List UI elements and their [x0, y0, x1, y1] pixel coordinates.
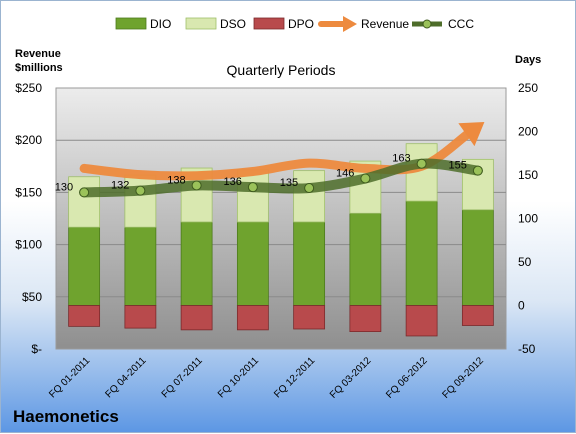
right-tick-label: 100 — [518, 212, 538, 226]
ccc-data-label: 136 — [224, 176, 242, 188]
category-label: FQ 03-2012 — [328, 355, 374, 401]
ccc-point — [472, 165, 483, 176]
right-tick-label: 50 — [518, 255, 532, 269]
dso-bar — [293, 170, 326, 223]
right-axis-title: Days — [515, 54, 541, 66]
dio-bar — [236, 221, 269, 306]
dso-bar — [236, 169, 269, 223]
category-label: FQ 01-2011 — [47, 355, 92, 400]
left-axis-title: Revenue — [15, 48, 61, 60]
ccc-point — [191, 180, 202, 191]
legend-label: DPO — [288, 17, 314, 31]
dio-bar — [180, 221, 213, 306]
category-label: FQ 12-2011 — [272, 355, 317, 400]
ccc-point — [79, 187, 90, 198]
left-tick-label: $150 — [15, 185, 42, 199]
right-tick-label: 250 — [518, 81, 538, 95]
ccc-data-label: 155 — [449, 160, 467, 172]
dio-bar — [461, 209, 494, 306]
category-label: FQ 10-2011 — [216, 355, 261, 400]
ccc-point — [304, 183, 315, 194]
dpo-bar — [461, 305, 494, 326]
left-axis-title-line2: $millions — [15, 62, 63, 74]
ccc-data-label: 135 — [280, 177, 298, 189]
category-label: FQ 07-2011 — [160, 355, 205, 400]
ccc-data-label: 146 — [336, 167, 354, 179]
ccc-point — [416, 158, 427, 169]
ccc-point — [135, 185, 146, 196]
dpo-bar — [180, 305, 213, 331]
right-tick-label: 150 — [518, 168, 538, 182]
category-label: FQ 06-2012 — [384, 355, 430, 401]
left-tick-label: $250 — [15, 81, 42, 95]
legend-label: CCC — [448, 17, 474, 31]
legend-label: Revenue — [361, 17, 409, 31]
chart-title: Quarterly Periods — [227, 62, 336, 78]
lines: 130 132 138 136 135 146 163 155 — [55, 122, 485, 198]
category-label: FQ 09-2012 — [440, 355, 486, 401]
plot-area — [55, 87, 507, 350]
company-name: Haemonetics — [13, 407, 119, 426]
ccc-data-label: 132 — [111, 180, 129, 192]
bars — [68, 143, 494, 337]
legend-label: DIO — [150, 17, 171, 31]
dio-bar — [124, 226, 157, 306]
legend-swatch — [115, 17, 147, 30]
dpo-bar — [405, 305, 438, 337]
legend-arrowhead — [343, 16, 357, 32]
titles: Revenue $millions Days Quarterly Periods Hae… — [13, 48, 541, 426]
legend-marker — [422, 19, 432, 29]
dio-bar — [68, 226, 101, 306]
right-tick-label: 0 — [518, 299, 525, 313]
left-tick-label: $- — [31, 342, 42, 356]
dpo-bar — [124, 305, 157, 329]
revenue-arrowhead — [458, 122, 485, 147]
left-tick-label: $50 — [22, 290, 42, 304]
left-tick-label: $100 — [15, 238, 42, 252]
dio-bar — [405, 200, 438, 306]
dio-bar — [293, 221, 326, 306]
dio-bar — [349, 212, 382, 306]
dpo-bar — [293, 305, 326, 330]
ccc-point — [360, 173, 371, 184]
category-label: FQ 04-2011 — [104, 355, 149, 400]
right-tick-label: -50 — [518, 342, 536, 356]
legend-swatch — [253, 17, 285, 30]
ccc-point — [247, 182, 258, 193]
right-tick-label: 200 — [518, 125, 538, 139]
legend-label: DSO — [220, 17, 246, 31]
ccc-data-label: 130 — [55, 181, 73, 193]
legend: DIO DSO DPO Revenue CCC — [115, 16, 474, 32]
legend-swatch — [185, 17, 217, 30]
dpo-bar — [68, 305, 101, 327]
dpo-bar — [236, 305, 269, 331]
dpo-bar — [349, 305, 382, 333]
ccc-data-label: 138 — [167, 174, 185, 186]
dso-bar — [68, 176, 101, 228]
left-tick-label: $200 — [15, 133, 42, 147]
ccc-data-label: 163 — [392, 153, 410, 165]
dso-bar — [124, 174, 157, 228]
